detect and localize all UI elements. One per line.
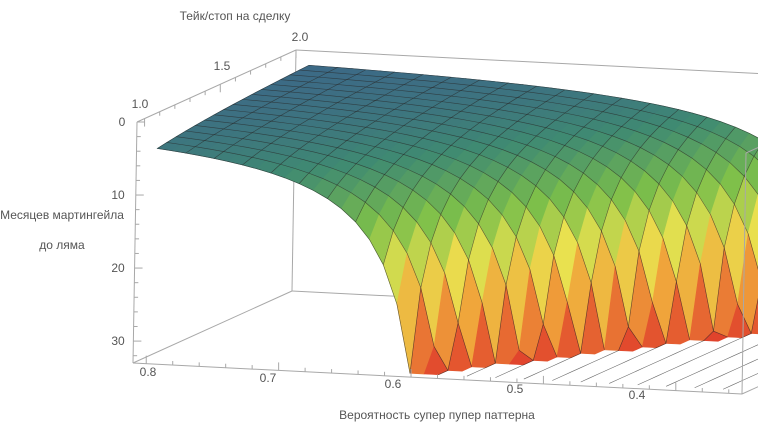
x-tick-label: 0.4 <box>629 388 646 402</box>
surface-grid-line <box>261 89 728 338</box>
surface-grid-line <box>223 109 605 350</box>
x-axis-label: Вероятность супер пупер паттерна <box>339 408 535 422</box>
box-edge <box>136 49 297 123</box>
surface-grid-line <box>466 97 622 377</box>
z-tick-label: 30 <box>111 334 125 348</box>
surface-grid-line <box>299 69 758 161</box>
z-tick-label: 0 <box>119 115 126 129</box>
z-tick-label: 10 <box>111 188 125 202</box>
surface-grid-line <box>722 373 758 390</box>
y-tick-label: 2.0 <box>292 30 309 44</box>
surface-grid-line <box>495 103 651 378</box>
z-axis-label-line2: до ляма <box>39 238 85 252</box>
surface-grid-line <box>214 114 581 354</box>
axis-ticks <box>133 50 730 394</box>
surface-grid-line <box>523 109 679 380</box>
surface-grid-line <box>438 93 594 376</box>
surface-grid-line <box>327 79 480 199</box>
surface-grid-line <box>694 358 758 389</box>
surface-grid-line <box>609 149 758 384</box>
surface-grid-line <box>298 76 452 184</box>
surface-grid-line <box>185 67 338 154</box>
surface-grid-line <box>308 64 758 139</box>
surface-grid-line <box>552 116 708 381</box>
surface-grid-line <box>666 344 758 387</box>
y-axis-label: Тейк/стоп на сделку <box>180 9 291 23</box>
surface-grid-line <box>355 82 509 222</box>
y-tick-label: 1.5 <box>214 59 231 73</box>
x-tick-label: 0.6 <box>385 377 402 391</box>
x-tick-label: 0.8 <box>140 365 157 379</box>
surface-grid-line <box>409 89 566 374</box>
surface-grid-line <box>637 297 758 386</box>
surface-grid-line <box>204 119 558 358</box>
box-edge <box>132 290 293 364</box>
surface-grid-line <box>242 99 667 344</box>
surface-grid-line <box>280 79 758 270</box>
box-edge <box>132 121 138 364</box>
surface-grid-line <box>242 71 395 166</box>
box-edge <box>295 49 758 75</box>
surface-patch <box>753 149 758 161</box>
z-tick-label: 20 <box>111 261 125 275</box>
box-edge <box>741 152 747 395</box>
surface-grid-line <box>271 84 752 334</box>
surface-grid-line <box>233 104 643 348</box>
surface-grid-line <box>157 65 310 149</box>
x-tick-label: 0.7 <box>260 371 277 385</box>
x-tick-label: 0.5 <box>507 382 524 396</box>
surface-grid-line <box>270 74 423 174</box>
surface-grid-line <box>185 130 496 364</box>
surface-grid-line <box>176 136 472 367</box>
surface <box>156 64 758 390</box>
surface-grid-line <box>252 94 690 340</box>
z-axis-label-line1: Месяцев мартингейла <box>0 208 124 222</box>
y-tick-label: 1.0 <box>132 97 149 111</box>
surface-grid-line <box>213 69 367 159</box>
surface-grid-line <box>157 148 411 374</box>
surface-grid-line <box>580 126 736 383</box>
surface-grid-line <box>383 85 537 265</box>
